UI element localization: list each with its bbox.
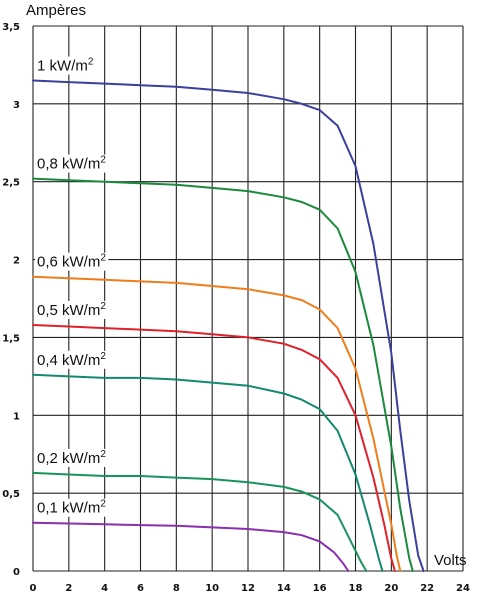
x-tick-label: 20 [384,583,398,594]
y-axis-title: Ampères [26,2,86,19]
x-tick-label: 10 [205,583,219,594]
curves [32,79,425,572]
series-line-6 [32,521,350,572]
x-tick-labels: 0 2 4 6 8 10 12 14 16 18 20 22 24 [30,583,470,594]
series-line-4 [32,373,384,572]
series-line-0 [32,79,425,572]
series-label-1: 0,8 kW/m2 [37,155,106,173]
x-tick-label: 6 [137,583,144,594]
y-tick-label: 2,5 [2,178,20,189]
series-label-halo [35,300,109,319]
series-label-halo [35,350,109,369]
x-tick-label: 18 [349,583,363,594]
grid [32,25,464,572]
series-label-halo [35,498,109,517]
series-label-halo [35,448,109,467]
x-tick-label: 8 [173,583,180,594]
series-label-halo [35,56,96,75]
series-label-2: 0,6 kW/m2 [37,253,106,271]
x-tick-label: 4 [101,583,108,594]
x-tick-label: 24 [456,583,470,594]
series-label-5: 0,2 kW/m2 [37,449,106,467]
y-tick-label: 3,5 [2,22,20,33]
y-tick-label: 2 [13,256,20,267]
series-labels: 1 kW/m2 0,8 kW/m2 0,6 kW/m2 0,5 kW/m2 0,4 kW… [35,56,109,517]
series-line-5 [32,471,368,572]
series-line-3 [32,324,396,572]
y-tick-label: 0 [13,567,20,578]
y-tick-label: 1,5 [2,333,20,344]
series-label-0: 1 kW/m2 [37,57,94,75]
x-tick-label: 2 [65,583,72,594]
x-tick-label: 16 [313,583,327,594]
series-label-6: 0,1 kW/m2 [37,499,106,517]
series-line-1 [32,177,414,572]
x-tick-label: 12 [241,583,255,594]
y-tick-label: 1 [13,411,20,422]
series-label-halo [35,154,109,173]
x-axis-title: Volts [434,552,467,569]
x-tick-label: 22 [420,583,434,594]
y-tick-labels: 0 0,5 1 1,5 2 2,5 3 3,5 [2,22,20,578]
x-tick-label: 0 [30,583,37,594]
y-tick-label: 3 [13,100,20,111]
y-tick-label: 0,5 [2,489,20,500]
series-label-halo [35,252,109,271]
series-label-3: 0,5 kW/m2 [37,301,106,319]
series-label-4: 0,4 kW/m2 [37,351,106,369]
x-tick-label: 14 [277,583,291,594]
series-line-2 [32,275,402,572]
